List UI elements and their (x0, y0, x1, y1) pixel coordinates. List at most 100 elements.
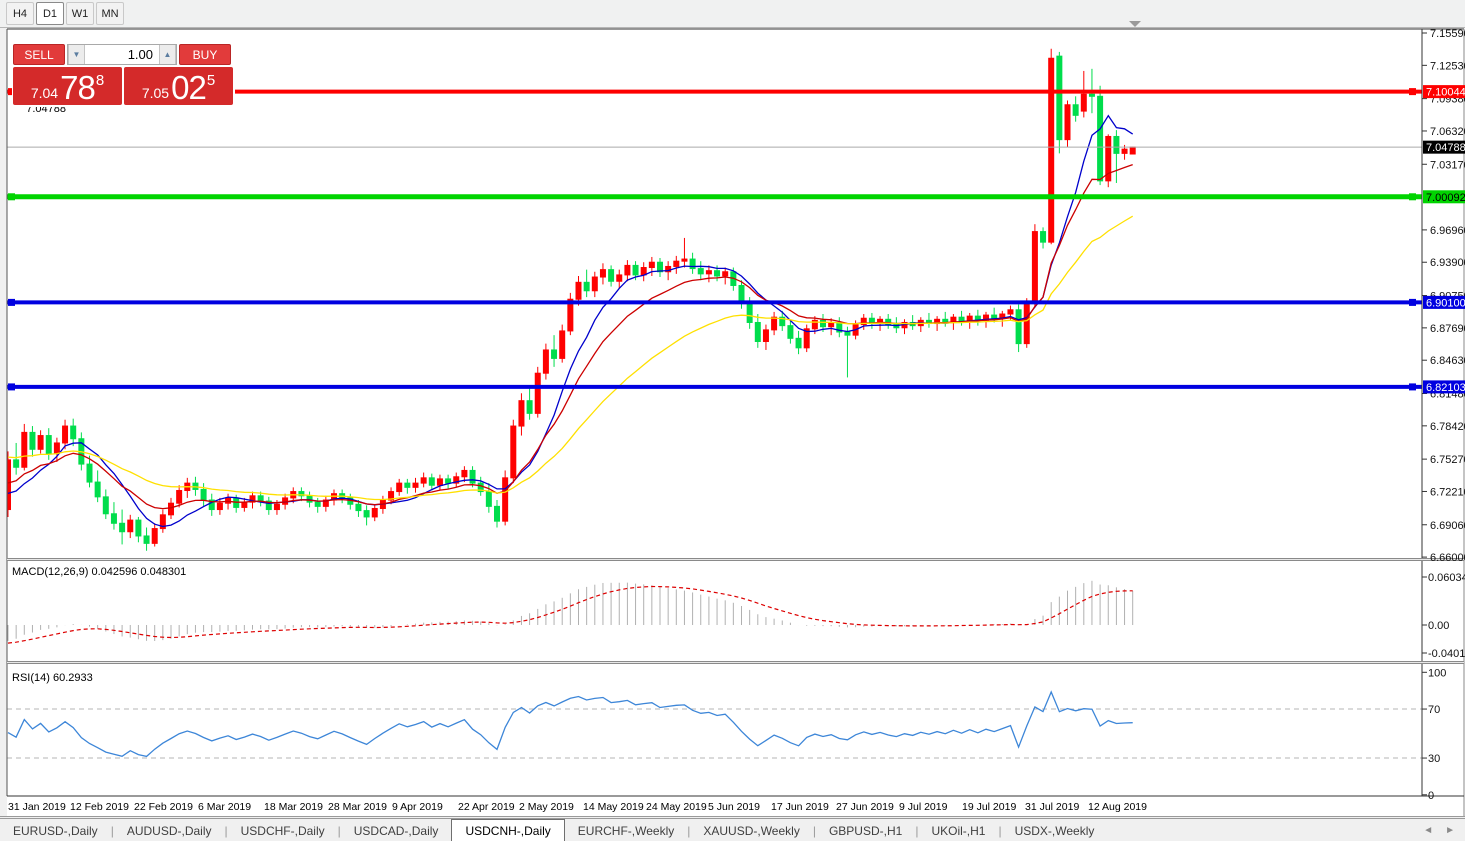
rsi-scale-label: 0 (1428, 790, 1434, 802)
chart-tab-xauusd-weekly[interactable]: XAUUSD-,Weekly (703, 823, 800, 838)
candle-body (86, 463, 93, 483)
candle-body (298, 491, 305, 497)
candle-body (1072, 104, 1079, 116)
chart-tab-usdcnh-daily[interactable]: USDCNH-,Daily (451, 819, 565, 841)
buy-button[interactable]: BUY (179, 44, 231, 65)
candle-body (176, 490, 183, 504)
candle-body (787, 325, 794, 339)
candle-body (803, 328, 810, 349)
candle-body (657, 261, 663, 273)
candle-body (477, 482, 484, 493)
chart-tab-usdx-weekly[interactable]: USDX-,Weekly (1014, 823, 1095, 838)
candle-body (241, 501, 248, 508)
candle-body (991, 314, 998, 319)
candle-body (485, 491, 492, 507)
price-tick-label: 6.87690 (1430, 323, 1465, 335)
timeframe-button-w1[interactable]: W1 (66, 2, 94, 25)
axis-badge-6.82103-text: 6.82103 (1426, 382, 1465, 394)
hline-handle (8, 298, 15, 306)
timeframe-button-mn[interactable]: MN (96, 2, 124, 25)
candle-body (453, 476, 460, 484)
candle-body (135, 519, 142, 537)
candle-body (689, 258, 696, 270)
candle-body (673, 260, 680, 267)
hline-handle (1409, 298, 1416, 306)
candle-body (420, 477, 427, 484)
buy-price-prefix: 7.05 (141, 85, 170, 101)
rsi-scale-label: 100 (1428, 667, 1446, 679)
candle-body (542, 349, 549, 374)
candle-body (436, 478, 443, 486)
rsi-label: RSI(14) 60.2933 (12, 672, 93, 684)
candle-body (322, 499, 329, 507)
candle-body (119, 522, 126, 533)
volume-increase-icon[interactable]: ▲ (159, 45, 176, 64)
chart-tab-ukoil-h1[interactable]: UKOil-,H1 (931, 823, 986, 838)
candle-body (599, 269, 606, 278)
tab-separator: | (687, 823, 691, 838)
candle-body (754, 321, 761, 342)
candle-body (534, 372, 541, 414)
one-click-trade-panel: SELL ▼ 1.00 ▲ BUY 7.04 78 8 7.05 02 5 (12, 43, 235, 107)
volume-input[interactable]: 1.00 (127, 47, 153, 62)
candle-body (494, 505, 500, 522)
candle-body (37, 435, 44, 450)
chart-tab-usdchf-daily[interactable]: USDCHF-,Daily (240, 823, 325, 838)
candle-body (461, 469, 468, 478)
pane-separator (7, 661, 1464, 664)
candle-body (502, 477, 509, 522)
candle-body (567, 298, 574, 332)
candle-body (306, 495, 313, 503)
candle-body (762, 329, 769, 342)
hline-7.10044[interactable] (7, 88, 1422, 96)
candle-body (110, 513, 117, 524)
price-tick-label: 7.15590 (1430, 28, 1465, 40)
chart-canvas[interactable]: 7.155907.125307.093807.063207.031706.969… (0, 0, 1465, 818)
chart-tab-eurchf-weekly[interactable]: EURCHF-,Weekly (577, 823, 675, 838)
candle-body (208, 499, 215, 511)
axis-badge-6.82103: 6.82103 (1423, 380, 1465, 394)
sell-button[interactable]: SELL (13, 44, 65, 65)
hline-handle (8, 383, 15, 391)
candle-body (428, 477, 435, 486)
candle-body (265, 500, 272, 511)
candle-body (13, 459, 20, 468)
chart-tab-gbpusd-h1[interactable]: GBPUSD-,H1 (828, 823, 903, 838)
chart-tab-eurusd-daily[interactable]: EURUSD-,Daily (13, 823, 98, 838)
candle-body (820, 319, 826, 328)
candle-body (1015, 309, 1022, 345)
date-label: 12 Aug 2019 (1088, 801, 1147, 813)
hline-handle (1409, 193, 1416, 201)
tabs-scroll-left-icon[interactable]: ◄ (1423, 825, 1434, 836)
tabs-scroll-right-icon[interactable]: ► (1445, 825, 1455, 836)
candle-body (779, 316, 786, 327)
buy-price-sup: 5 (206, 72, 216, 89)
candle-body (746, 302, 753, 323)
candle-body (404, 482, 411, 488)
hline-6.90100[interactable] (7, 298, 1422, 306)
candle-body (469, 469, 476, 484)
tab-separator: | (998, 823, 1002, 838)
candle-body (1105, 135, 1112, 182)
candle-body (127, 519, 134, 533)
candle-body (102, 496, 109, 515)
scroll-position-icon (1129, 21, 1141, 27)
timeframe-button-h4[interactable]: H4 (6, 2, 34, 25)
volume-decrease-icon[interactable]: ▼ (68, 45, 85, 64)
candle-body (608, 269, 615, 282)
buy-price-button[interactable]: 7.05 02 5 (124, 67, 233, 105)
hline-6.82103[interactable] (7, 383, 1422, 391)
moving-average-slow (7, 215, 1134, 501)
chart-tab-audusd-daily[interactable]: AUDUSD-,Daily (126, 823, 212, 838)
chart-tab-usdcad-daily[interactable]: USDCAD-,Daily (353, 823, 439, 838)
sell-price-button[interactable]: 7.04 78 8 (13, 67, 122, 105)
sell-price-prefix: 7.04 (30, 85, 59, 101)
hline-7.00092[interactable] (7, 193, 1422, 201)
date-label: 19 Jul 2019 (962, 801, 1016, 813)
candle-body (1080, 93, 1087, 112)
volume-spinner: ▼ 1.00 ▲ (67, 44, 177, 65)
candle-body (828, 321, 835, 328)
candle-body (216, 502, 223, 511)
timeframe-button-d1[interactable]: D1 (36, 2, 64, 25)
hline-handle (8, 88, 15, 96)
